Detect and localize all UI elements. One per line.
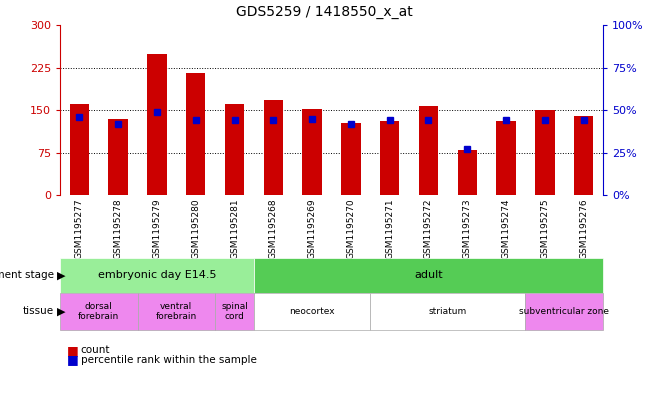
Text: GSM1195277: GSM1195277 xyxy=(75,198,84,259)
Text: GSM1195281: GSM1195281 xyxy=(230,198,239,259)
Text: GSM1195275: GSM1195275 xyxy=(540,198,550,259)
Text: tissue: tissue xyxy=(23,307,54,316)
Text: neocortex: neocortex xyxy=(289,307,335,316)
Bar xyxy=(215,293,254,330)
Text: count: count xyxy=(81,345,110,355)
Text: GSM1195273: GSM1195273 xyxy=(463,198,472,259)
Text: GSM1195280: GSM1195280 xyxy=(191,198,200,259)
Text: GSM1195278: GSM1195278 xyxy=(113,198,122,259)
Bar xyxy=(70,104,89,195)
Bar xyxy=(303,109,322,195)
Text: GSM1195271: GSM1195271 xyxy=(385,198,394,259)
Bar xyxy=(419,106,438,195)
Bar xyxy=(574,116,594,195)
Bar xyxy=(370,293,526,330)
Text: adult: adult xyxy=(414,270,443,281)
Bar xyxy=(186,73,205,195)
Text: GSM1195279: GSM1195279 xyxy=(152,198,161,259)
Text: GSM1195270: GSM1195270 xyxy=(347,198,355,259)
Bar xyxy=(60,258,254,293)
Text: GSM1195269: GSM1195269 xyxy=(308,198,317,259)
Text: dorsal
forebrain: dorsal forebrain xyxy=(78,302,119,321)
Text: GDS5259 / 1418550_x_at: GDS5259 / 1418550_x_at xyxy=(236,5,412,19)
Bar xyxy=(108,119,128,195)
Text: GSM1195276: GSM1195276 xyxy=(579,198,588,259)
Text: striatum: striatum xyxy=(429,307,467,316)
Bar xyxy=(496,121,516,195)
Bar xyxy=(254,293,370,330)
Text: subventricular zone: subventricular zone xyxy=(519,307,609,316)
Bar xyxy=(380,121,399,195)
Bar xyxy=(535,110,555,195)
Text: GSM1195272: GSM1195272 xyxy=(424,198,433,259)
Text: embryonic day E14.5: embryonic day E14.5 xyxy=(98,270,216,281)
Bar xyxy=(526,293,603,330)
Text: GSM1195274: GSM1195274 xyxy=(502,198,511,259)
Text: ventral
forebrain: ventral forebrain xyxy=(156,302,197,321)
Bar xyxy=(137,293,215,330)
Text: GSM1195268: GSM1195268 xyxy=(269,198,278,259)
Text: percentile rank within the sample: percentile rank within the sample xyxy=(81,355,257,365)
Text: ■: ■ xyxy=(67,353,78,367)
Bar xyxy=(264,100,283,195)
Bar xyxy=(254,258,603,293)
Text: spinal
cord: spinal cord xyxy=(221,302,248,321)
Text: ■: ■ xyxy=(67,343,78,357)
Text: development stage: development stage xyxy=(0,270,54,281)
Bar xyxy=(341,123,360,195)
Bar xyxy=(147,55,167,195)
Bar xyxy=(60,293,137,330)
Bar xyxy=(457,150,477,195)
Text: ▶: ▶ xyxy=(57,307,65,316)
Bar xyxy=(225,104,244,195)
Text: ▶: ▶ xyxy=(57,270,65,281)
